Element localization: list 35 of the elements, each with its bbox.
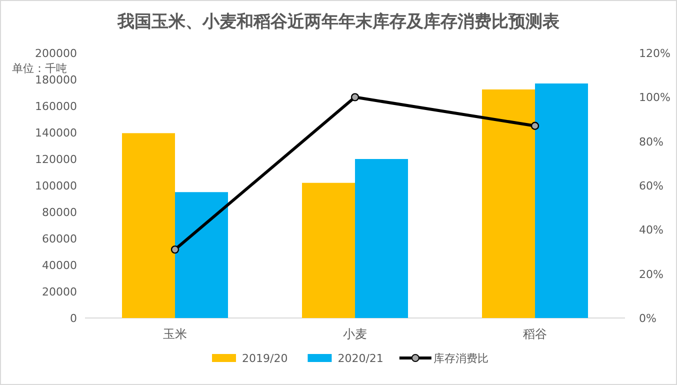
legend-label: 2019/20 — [242, 352, 288, 365]
y-tick-label: 100000 — [35, 180, 77, 192]
y-tick-label: 120000 — [35, 153, 77, 166]
y-tick-label: 60000 — [42, 232, 77, 246]
bar — [175, 192, 228, 318]
y2-tick-label: 40% — [639, 224, 664, 237]
y-tick-label: 140000 — [35, 126, 77, 140]
y-tick-label: 20000 — [42, 286, 77, 298]
y-tick-label: 40000 — [42, 259, 77, 272]
bar — [535, 83, 588, 318]
bar — [482, 89, 535, 318]
y2-tick-label: 100% — [639, 91, 670, 104]
y-tick-label: 200000 — [35, 47, 77, 60]
y2-tick-label: 0% — [639, 312, 656, 325]
y-tick-label: 80000 — [42, 206, 77, 219]
legend-label: 库存消费比 — [433, 352, 488, 365]
y2-tick-label: 120% — [639, 47, 670, 60]
text: 单位：千吨 — [12, 62, 67, 75]
point — [170, 245, 180, 254]
y2-tick-label: 80% — [639, 135, 664, 148]
point — [530, 122, 540, 130]
bar — [302, 182, 355, 318]
x-tick-label: 玉米 — [163, 327, 187, 341]
y-tick-label: 180000 — [35, 74, 77, 86]
y2-tick-label: 20% — [639, 268, 664, 281]
bar — [122, 133, 175, 318]
x-tick-label: 稻谷 — [523, 327, 547, 341]
y-tick-label: 0 — [70, 312, 77, 325]
point — [350, 93, 360, 102]
legend-label: 2020/21 — [338, 352, 384, 365]
x-tick-label: 小麦 — [343, 327, 367, 341]
bar — [355, 159, 408, 318]
chart-title: 我国玉米、小麦和稻谷近两年年末库存及库存消费比预测表 — [116, 12, 560, 32]
y2-tick-label: 60% — [639, 180, 664, 192]
y-tick-label: 160000 — [35, 100, 77, 113]
